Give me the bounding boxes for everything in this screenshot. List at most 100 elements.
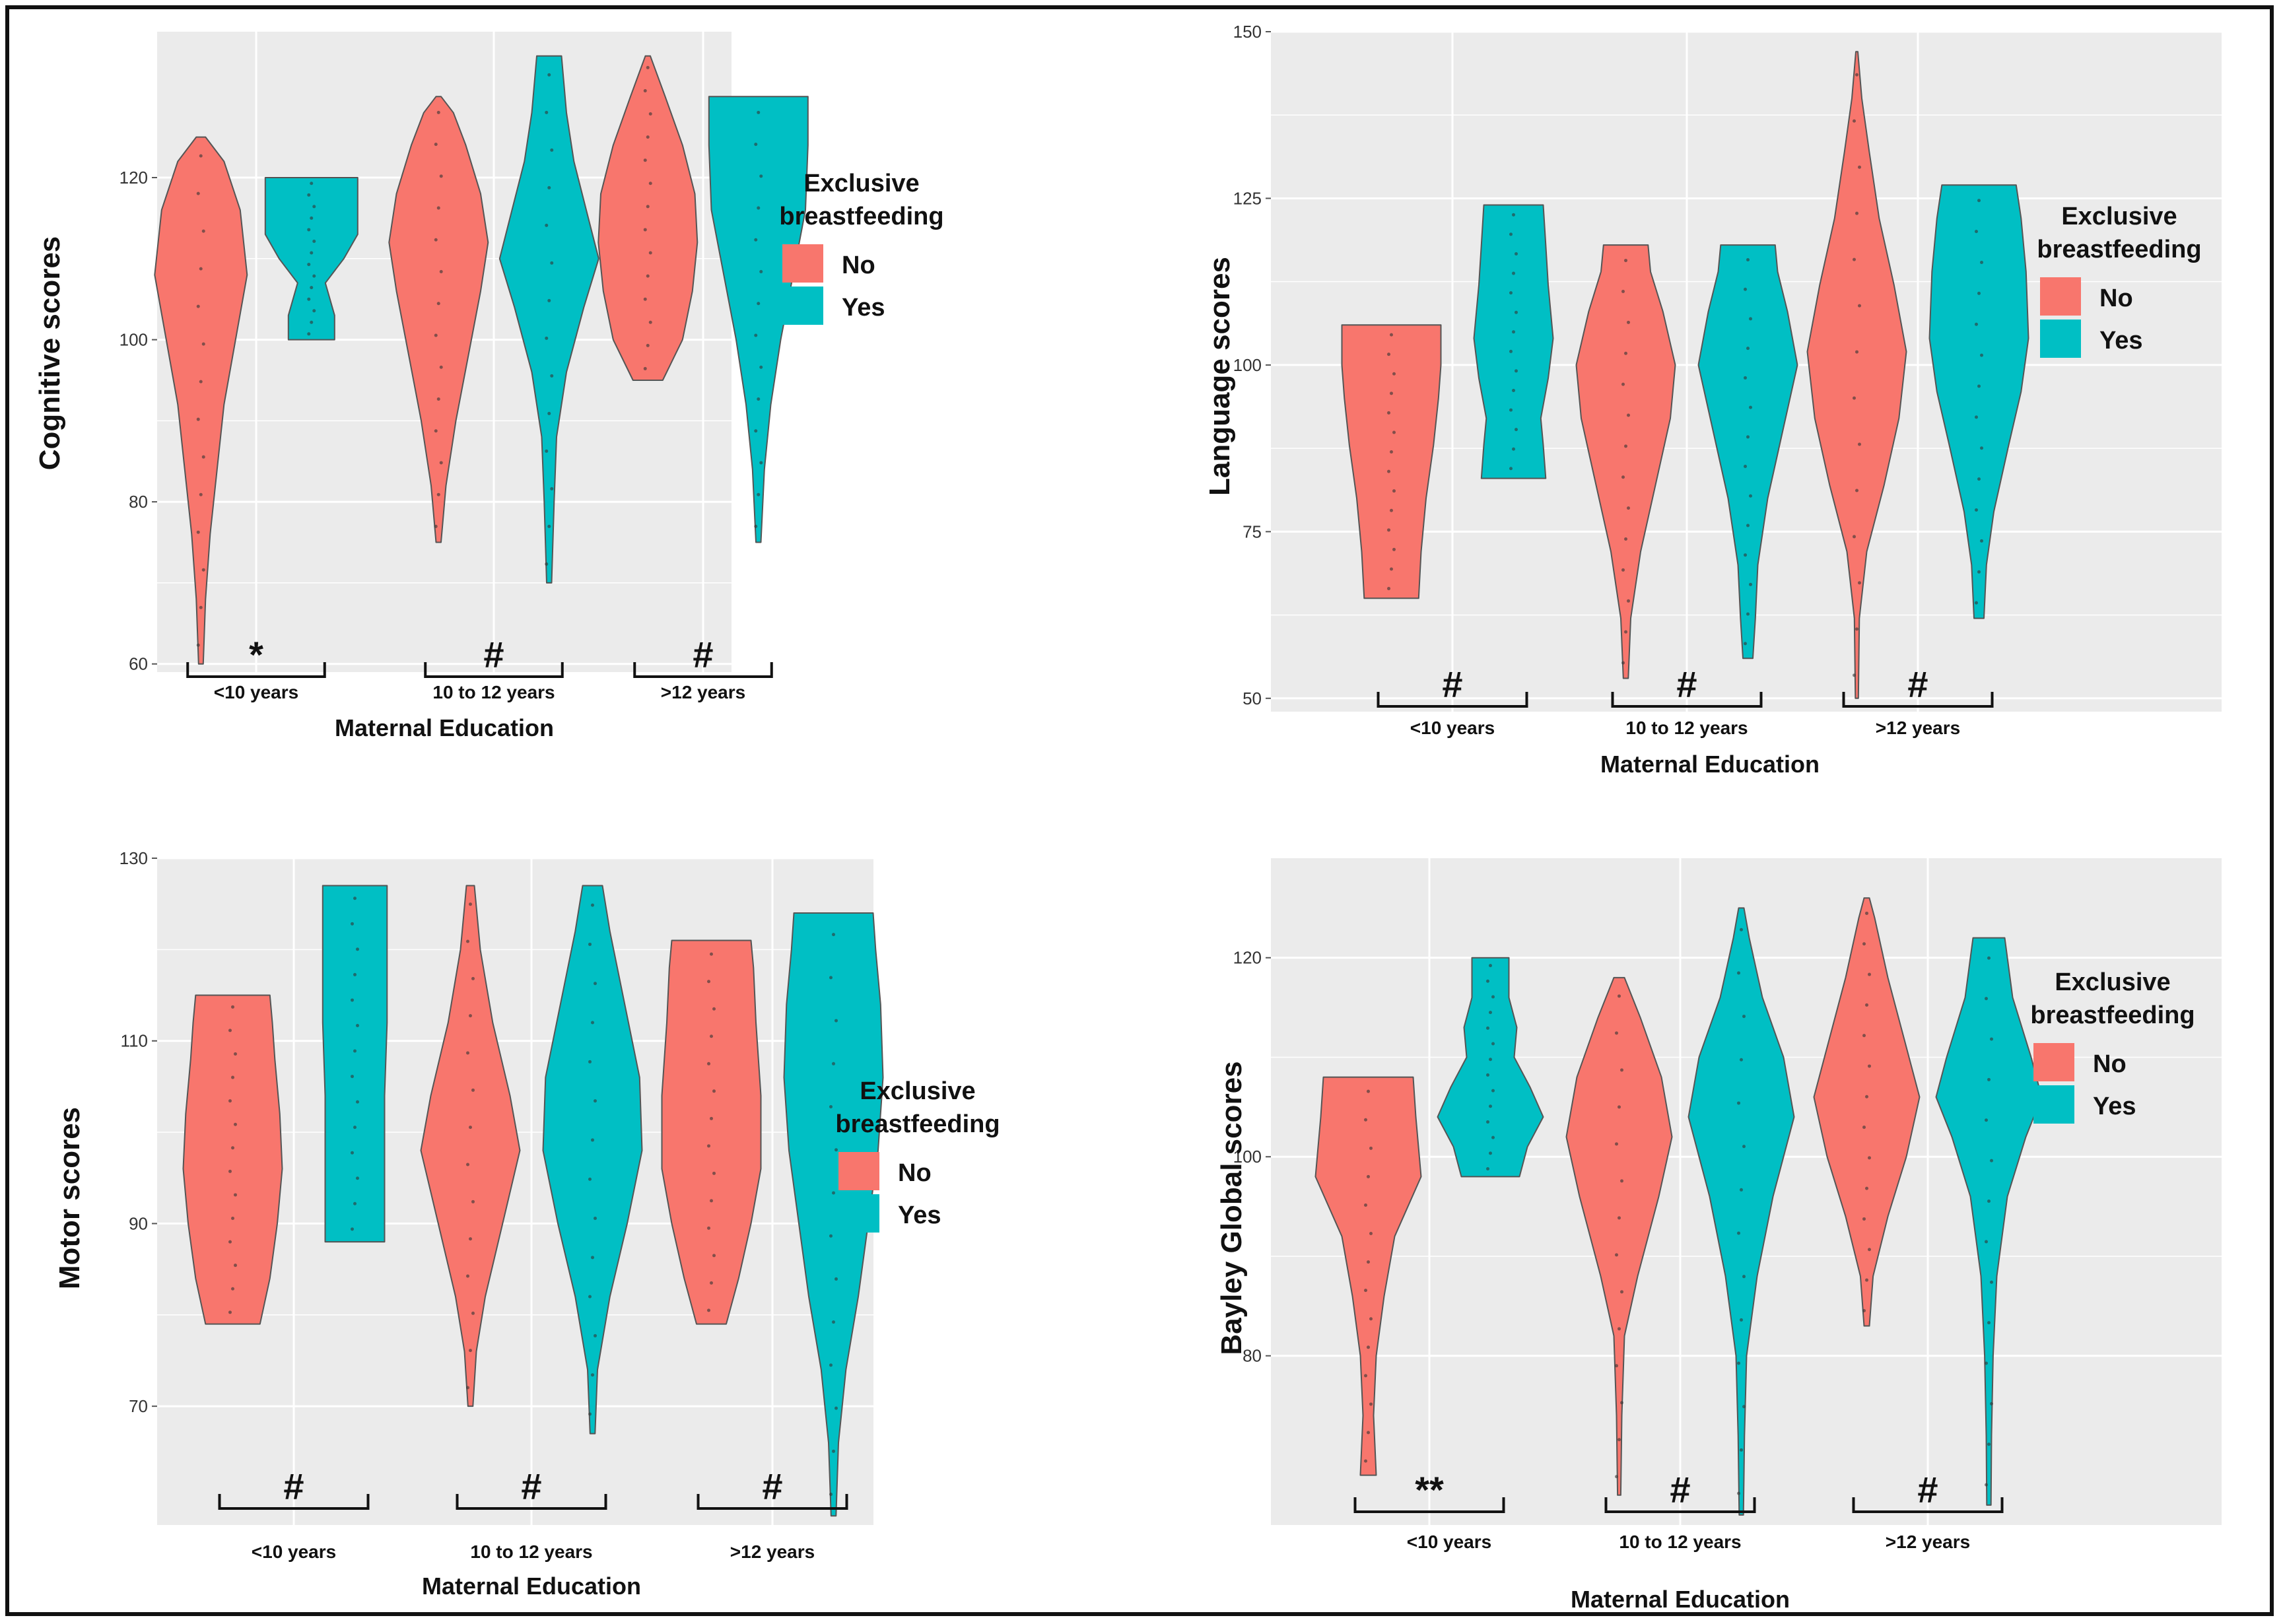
data-point — [466, 1386, 469, 1390]
data-point — [757, 302, 761, 306]
data-point — [1985, 1118, 1988, 1122]
violin-yes-3 — [1928, 184, 2029, 619]
data-point — [228, 1099, 232, 1103]
data-point — [1615, 1364, 1618, 1368]
data-point — [196, 191, 200, 195]
data-point — [646, 205, 650, 209]
data-point — [1618, 1438, 1621, 1442]
legend-key-yes — [838, 1194, 879, 1233]
data-point — [228, 1029, 232, 1032]
data-point — [307, 228, 311, 232]
data-point — [1615, 1475, 1618, 1479]
legend-label-no: No — [842, 252, 875, 279]
data-point — [1990, 1280, 1993, 1284]
data-point — [1369, 1232, 1373, 1236]
violin-yes-2 — [498, 55, 599, 584]
data-point — [231, 1287, 234, 1291]
data-point — [1621, 289, 1625, 293]
data-point — [1512, 213, 1515, 217]
data-point — [434, 238, 438, 242]
data-point — [1618, 1216, 1621, 1220]
data-point — [353, 1049, 357, 1053]
data-point — [832, 1449, 835, 1453]
y-tick-label: 75 — [1243, 522, 1262, 541]
x-tick-label: 10 to 12 years — [1625, 718, 1748, 738]
y-tick-label: 60 — [129, 654, 148, 674]
data-point — [351, 1151, 354, 1155]
data-point — [234, 1264, 237, 1268]
data-point — [1862, 1034, 1866, 1038]
violin-yes-1 — [264, 177, 358, 341]
data-point — [1987, 1442, 1991, 1446]
data-point — [1742, 1145, 1746, 1149]
violin-no-1 — [1314, 1076, 1422, 1476]
data-point — [1740, 1058, 1743, 1062]
data-point — [1491, 1042, 1495, 1046]
data-point — [648, 182, 652, 186]
data-point — [1624, 259, 1627, 263]
significance-bracket — [1377, 692, 1528, 708]
data-point — [1853, 673, 1856, 677]
data-point — [754, 333, 758, 337]
data-point — [1364, 1118, 1367, 1122]
data-point — [1975, 322, 1978, 326]
x-tick-label: <10 years — [214, 682, 298, 702]
data-point — [231, 1146, 234, 1150]
violin-no-2 — [1575, 244, 1676, 679]
data-point — [356, 1023, 359, 1027]
data-point — [353, 1126, 357, 1130]
data-point — [356, 947, 359, 951]
data-point — [707, 1144, 710, 1148]
legend-key-yes — [2033, 1085, 2074, 1124]
data-point — [307, 332, 311, 336]
data-point — [1746, 347, 1750, 351]
x-axis-title: Maternal Education — [1600, 751, 1820, 778]
x-tick-label: >12 years — [1886, 1532, 1970, 1552]
data-point — [1740, 1318, 1743, 1322]
data-point — [1509, 291, 1513, 295]
significance-bracket — [697, 1494, 848, 1510]
data-point — [434, 429, 438, 433]
data-point — [196, 417, 200, 421]
data-point — [434, 333, 438, 337]
data-point — [594, 982, 597, 986]
violin-no-2 — [1565, 976, 1673, 1496]
data-point — [1977, 291, 1981, 295]
data-point — [1985, 997, 1988, 1001]
data-point — [1985, 1361, 1988, 1365]
data-point — [469, 902, 472, 906]
data-point — [1746, 257, 1750, 261]
data-point — [547, 298, 551, 302]
data-point — [1515, 369, 1518, 373]
significance-marker: # — [1917, 1469, 1938, 1510]
violin-yes-1 — [322, 885, 388, 1243]
data-point — [643, 88, 647, 92]
violin-no-3 — [597, 55, 699, 381]
legend-title-line2: breastfeeding — [2030, 1001, 2195, 1029]
data-point — [471, 1311, 475, 1315]
data-point — [1489, 1011, 1492, 1015]
data-point — [591, 1373, 594, 1377]
data-point — [231, 1075, 234, 1079]
data-point — [1865, 911, 1868, 915]
violin-yes-3 — [1935, 937, 2043, 1506]
data-point — [1865, 1003, 1868, 1007]
data-point — [1486, 1026, 1489, 1030]
legend-label-yes: Yes — [2099, 327, 2143, 355]
y-tick-label: 80 — [1243, 1346, 1262, 1366]
data-point — [1367, 1089, 1370, 1093]
data-point — [1740, 928, 1743, 931]
data-point — [1390, 333, 1393, 337]
data-point — [434, 524, 438, 528]
y-tick-label: 120 — [1233, 948, 1262, 968]
panel-2: 50 75 100 125 150 # <10 years #10 to 12 years # >… — [1204, 22, 2222, 778]
data-point — [1489, 1151, 1492, 1155]
legend: Exclusive breastfeeding No Yes — [2037, 203, 2202, 358]
figure-frame — [5, 5, 2274, 1616]
significance-bracket — [1353, 1497, 1505, 1513]
data-point — [757, 492, 761, 496]
legend-key-no — [782, 244, 823, 283]
data-point — [1737, 1491, 1740, 1495]
data-point — [1990, 1159, 1993, 1163]
